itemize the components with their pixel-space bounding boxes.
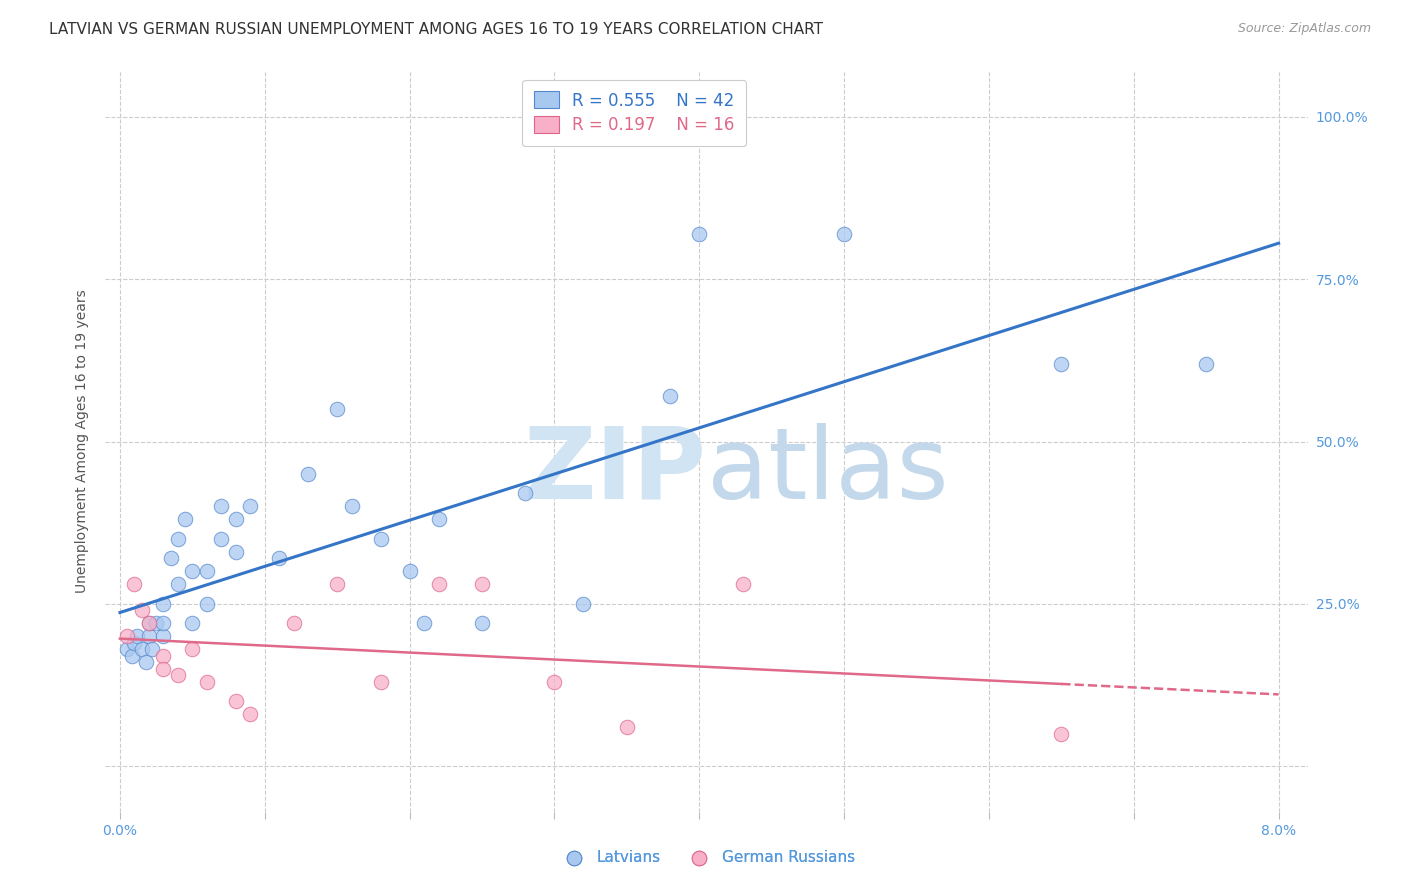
Point (688, 227, 710, 241)
Point (115, 642, 138, 657)
Point (1195, 357, 1218, 371)
Point (152, 616, 174, 631)
Point (370, 532, 392, 546)
Text: Source: ZipAtlas.com: Source: ZipAtlas.com (1237, 22, 1371, 36)
Point (181, 565, 204, 579)
Point (225, 694, 247, 708)
Point (1050, 727, 1073, 741)
Point (152, 662, 174, 676)
Point (471, 577, 494, 591)
Point (427, 577, 450, 591)
Point (167, 668, 190, 682)
Point (370, 674, 392, 689)
Point (131, 603, 153, 617)
Point (616, 720, 638, 734)
Point (152, 597, 174, 611)
Text: atlas: atlas (707, 423, 948, 520)
Point (124, 636, 146, 650)
Point (181, 642, 204, 657)
Point (209, 500, 232, 514)
Point (152, 648, 174, 663)
Point (543, 674, 565, 689)
Point (131, 642, 153, 657)
Point (195, 565, 218, 579)
Point (1050, 357, 1073, 371)
Point (167, 577, 190, 591)
Point (398, 565, 420, 579)
Y-axis label: Unemployment Among Ages 16 to 19 years: Unemployment Among Ages 16 to 19 years (76, 290, 90, 593)
Point (659, 389, 682, 403)
Legend: Latvians, German Russians: Latvians, German Russians (553, 844, 860, 871)
Point (167, 532, 190, 546)
Point (413, 616, 436, 631)
Text: ZIP: ZIP (523, 423, 707, 520)
Point (340, 500, 363, 514)
Point (269, 551, 291, 566)
Point (731, 577, 754, 591)
Point (283, 616, 305, 631)
Point (326, 402, 349, 417)
Point (159, 551, 181, 566)
Point (209, 532, 232, 546)
Point (195, 597, 218, 611)
Point (181, 616, 204, 631)
Point (174, 512, 197, 526)
Point (115, 629, 138, 643)
Point (124, 577, 146, 591)
Point (225, 545, 247, 559)
Point (297, 467, 319, 481)
Point (515, 486, 537, 500)
Point (138, 616, 160, 631)
Point (239, 707, 262, 722)
Point (326, 577, 349, 591)
Point (195, 674, 218, 689)
Point (135, 656, 157, 670)
Text: LATVIAN VS GERMAN RUSSIAN UNEMPLOYMENT AMONG AGES 16 TO 19 YEARS CORRELATION CHA: LATVIAN VS GERMAN RUSSIAN UNEMPLOYMENT A… (49, 22, 823, 37)
Point (152, 629, 174, 643)
Point (572, 597, 595, 611)
Point (127, 629, 149, 643)
Point (832, 227, 855, 241)
Point (239, 500, 262, 514)
Point (121, 648, 143, 663)
Point (225, 512, 247, 526)
Point (141, 642, 163, 657)
Point (471, 616, 494, 631)
Point (138, 616, 160, 631)
Point (138, 629, 160, 643)
Point (145, 616, 167, 631)
Point (427, 512, 450, 526)
